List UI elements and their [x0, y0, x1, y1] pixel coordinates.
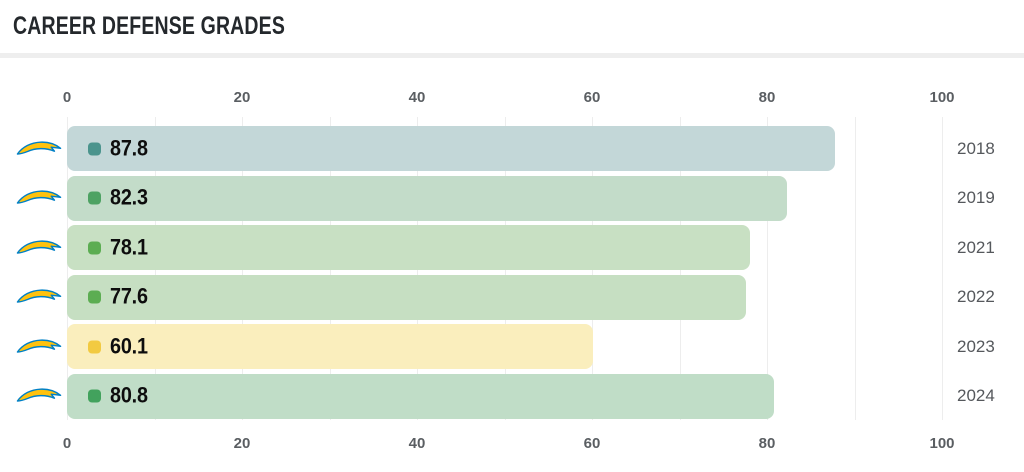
axis-tick-top: 0: [62, 89, 72, 106]
chargers-bolt-icon: [16, 240, 62, 254]
axis-tick-bottom: 100: [929, 435, 955, 452]
grade-bar[interactable]: 80.8: [67, 373, 774, 419]
header-divider: [0, 53, 1024, 58]
grade-marker-icon: [88, 191, 101, 205]
chargers-bolt-icon: [16, 289, 62, 303]
axis-tick-bottom: 40: [408, 435, 426, 452]
gridline: [942, 117, 943, 420]
axis-tick-top: 60: [583, 89, 601, 106]
grade-value: 82.3: [110, 184, 148, 210]
axis-tick-top: 100: [929, 89, 955, 106]
year-label: 2024: [957, 386, 995, 406]
grade-value: 80.8: [110, 382, 148, 408]
axis-tick-top: 20: [233, 89, 251, 106]
chargers-bolt-icon: [16, 388, 62, 402]
grade-marker-icon: [88, 142, 101, 156]
grade-marker-icon: [88, 389, 101, 403]
axis-tick-bottom: 80: [758, 435, 776, 452]
grade-bar[interactable]: 78.1: [67, 225, 751, 271]
grade-bar[interactable]: 87.8: [67, 126, 836, 172]
year-label: 2023: [957, 336, 995, 356]
grade-marker-icon: [88, 340, 101, 354]
chart-row: 77.6 2022: [0, 273, 1024, 323]
chart-row: 80.8 2024: [0, 372, 1024, 422]
grade-bar[interactable]: 60.1: [67, 324, 593, 370]
year-label: 2022: [957, 287, 995, 307]
chargers-bolt-icon: [16, 141, 62, 155]
axis-tick-top: 80: [758, 89, 776, 106]
year-label: 2018: [957, 138, 995, 158]
grade-marker-icon: [88, 290, 101, 304]
chart-title: CAREER DEFENSE GRADES: [13, 12, 285, 40]
year-label: 2019: [957, 188, 995, 208]
chargers-bolt-icon: [16, 190, 62, 204]
axis-tick-bottom: 0: [62, 435, 72, 452]
grade-value: 77.6: [110, 283, 148, 309]
gridline: [767, 117, 768, 420]
chart-row: 78.1 2021: [0, 223, 1024, 273]
grade-bar[interactable]: 77.6: [67, 274, 746, 320]
grade-bar[interactable]: 82.3: [67, 175, 788, 221]
chart-row: 87.8 2018: [0, 124, 1024, 174]
grade-value: 87.8: [110, 135, 148, 161]
axis-tick-bottom: 60: [583, 435, 601, 452]
grade-marker-icon: [88, 241, 101, 255]
year-label: 2021: [957, 237, 995, 257]
chargers-bolt-icon: [16, 339, 62, 353]
chart-row: 60.1 2023: [0, 322, 1024, 372]
card-header: CAREER DEFENSE GRADES: [0, 0, 1024, 53]
bar-chart: 0 20 40 60 80 100 0 20 40 60 80 100 87.8 2018 82.3 …: [0, 58, 1024, 472]
gridline: [854, 117, 856, 420]
grade-value: 60.1: [110, 333, 148, 359]
grade-value: 78.1: [110, 234, 148, 260]
chart-row: 82.3 2019: [0, 174, 1024, 224]
axis-tick-bottom: 20: [233, 435, 251, 452]
gridline: [67, 117, 68, 420]
axis-tick-top: 40: [408, 89, 426, 106]
